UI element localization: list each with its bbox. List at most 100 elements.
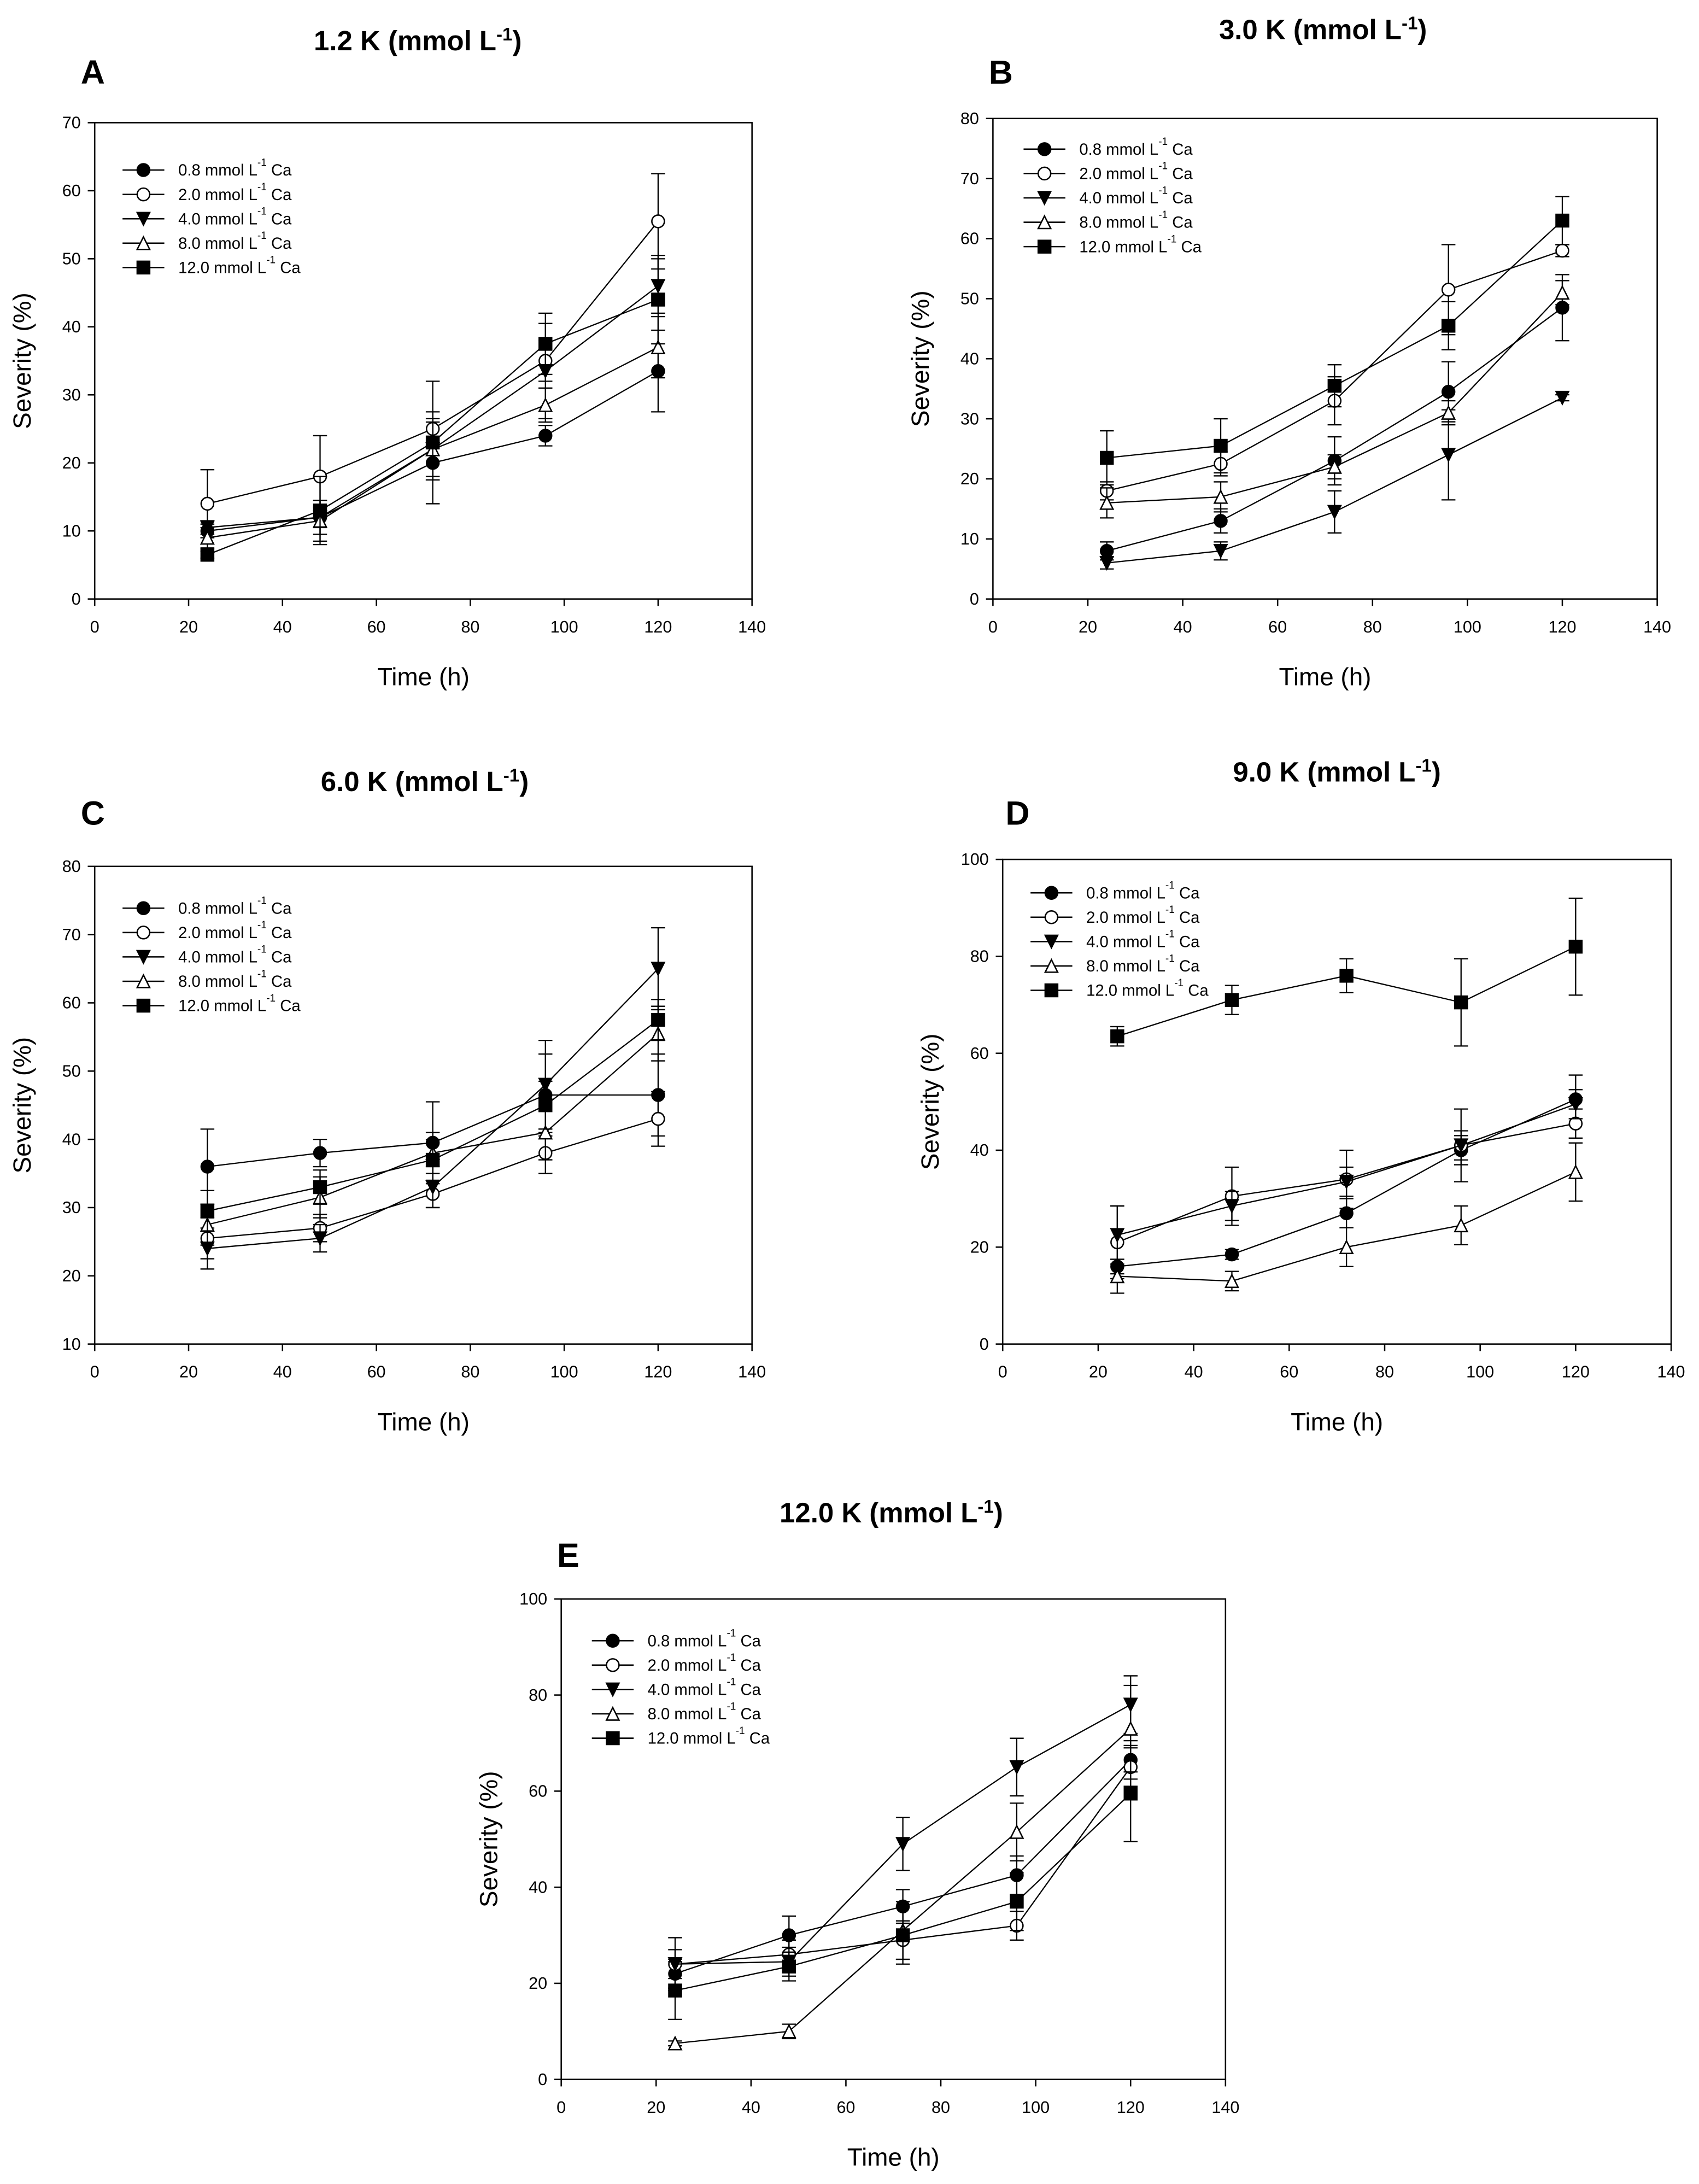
x-tick-label: 40: [273, 1363, 292, 1381]
legend-label-sup: -1: [1165, 880, 1175, 892]
legend-label-text: 8.0 mmol L: [1079, 214, 1158, 232]
series-2: [1110, 1089, 1583, 1265]
data-point: [1339, 1174, 1354, 1190]
data-point: [1555, 243, 1569, 258]
data-point: [668, 1983, 682, 1998]
data-point: [1110, 1029, 1124, 1044]
y-tick-label: 0: [72, 590, 81, 608]
legend-label-text: 0.8 mmol L: [178, 161, 257, 179]
data-point: [1568, 1164, 1583, 1179]
legend-marker: [136, 187, 151, 202]
y-tick-label: 50: [62, 250, 81, 268]
chart-title-text: 1.2 K (mmol L: [314, 25, 496, 56]
y-tick-label: 60: [970, 1044, 989, 1063]
x-tick-label: 100: [550, 1363, 578, 1381]
legend-label-end: Ca: [1175, 957, 1200, 975]
series-4: [200, 254, 665, 562]
chart-title-text: 3.0 K (mmol L: [1219, 14, 1402, 45]
legend-label: 0.8 mmol L-1 Ca: [178, 895, 292, 918]
data-point: [1099, 450, 1114, 465]
data-point: [1099, 544, 1114, 558]
legend-label-text: 2.0 mmol L: [178, 924, 257, 942]
data-point: [1339, 1239, 1354, 1255]
x-axis-label: Time (h): [1279, 663, 1372, 691]
data-point: [1009, 1760, 1024, 1775]
x-tick-label: 20: [1079, 618, 1097, 636]
chart-title: 9.0 K (mmol L-1): [1233, 756, 1440, 788]
x-tick-label: 20: [1089, 1363, 1108, 1381]
legend-label-sup: -1: [1158, 161, 1168, 172]
legend-label: 4.0 mmol L-1 Ca: [648, 1677, 761, 1699]
data-point: [1568, 939, 1583, 954]
legend-label-sup: -1: [257, 895, 267, 907]
x-tick-label: 140: [1211, 2098, 1239, 2117]
plot-frame: [560, 1598, 1227, 2080]
data-point: [1214, 438, 1228, 453]
legend-label-text: 0.8 mmol L: [1079, 140, 1158, 159]
x-axis-label: Time (h): [847, 2143, 940, 2171]
chart-panel-b: 3.0 K (mmol L-1)B0 20 40 60 80 100 120 14001020…: [906, 14, 1671, 691]
legend-label-end: Ca: [1184, 982, 1209, 1000]
data-point: [1454, 995, 1468, 1010]
legend-label-sup: -1: [1158, 136, 1168, 148]
x-tick-label: 80: [461, 618, 479, 636]
data-point: [1110, 1228, 1125, 1243]
data-point: [1099, 495, 1115, 510]
legend-label: 12.0 mmol L-1 Ca: [178, 993, 301, 1015]
data-point: [1224, 1273, 1240, 1289]
data-point: [1454, 1217, 1469, 1233]
legend-label: 12.0 mmol L-1 Ca: [1086, 977, 1209, 1000]
y-axis-label: Severity (%): [906, 290, 934, 427]
legend-marker: [606, 1731, 620, 1746]
legend-label-sup: -1: [1167, 234, 1176, 245]
legend-label: 2.0 mmol L-1 Ca: [648, 1652, 761, 1674]
legend-label-end: Ca: [267, 924, 292, 942]
legend-label-end: Ca: [736, 1656, 761, 1674]
x-tick-label: 120: [644, 618, 672, 636]
legend-label: 0.8 mmol L-1 Ca: [178, 157, 292, 179]
legend-marker: [1044, 983, 1059, 998]
legend-marker: [1044, 934, 1059, 950]
data-point: [1441, 384, 1456, 399]
data-point: [1441, 319, 1456, 333]
data-point: [1568, 1097, 1583, 1113]
legend-label-text: 2.0 mmol L: [648, 1656, 727, 1674]
legend-label-end: Ca: [1168, 214, 1193, 232]
series-2: [1099, 390, 1570, 571]
y-tick-label: 10: [62, 522, 81, 540]
x-tick-label: 60: [367, 1363, 386, 1381]
data-point: [781, 2023, 796, 2039]
legend-label-text: 12.0 mmol L: [648, 1730, 736, 1748]
legend-label: 8.0 mmol L-1 Ca: [178, 968, 292, 991]
legend-label-sup: -1: [1158, 209, 1168, 221]
x-tick-label: 120: [1562, 1363, 1590, 1381]
legend-label-text: 12.0 mmol L: [178, 997, 266, 1015]
chart-title-sup: -1: [496, 25, 512, 45]
y-axis-label: Severity (%): [8, 1037, 36, 1174]
legend-label-end: Ca: [267, 161, 292, 179]
y-tick-label: 10: [960, 530, 979, 548]
legend-marker: [136, 973, 151, 988]
legend-label-sup: -1: [736, 1725, 745, 1737]
legend-label-sup: -1: [257, 230, 267, 242]
x-tick-label: 60: [367, 618, 386, 636]
legend-label-sup: -1: [1158, 185, 1168, 196]
data-point: [313, 1180, 327, 1195]
legend-marker: [136, 926, 151, 940]
legend-marker: [136, 901, 151, 915]
legend-label-end: Ca: [1175, 933, 1200, 951]
legend-label-sup: -1: [257, 944, 267, 956]
chart-title-text: 12.0 K (mmol L: [780, 1497, 977, 1529]
y-tick-label: 70: [62, 114, 81, 132]
legend-label: 2.0 mmol L-1 Ca: [1086, 904, 1200, 927]
x-tick-label: 140: [1657, 1363, 1685, 1381]
x-tick-label: 0: [90, 1363, 99, 1381]
data-point: [425, 1152, 440, 1167]
x-tick-label: 100: [550, 618, 578, 636]
series-4: [1099, 196, 1569, 486]
legend-label-text: 12.0 mmol L: [1086, 982, 1174, 1000]
series-line: [675, 1728, 1132, 2044]
legend-label-sup: -1: [1174, 977, 1184, 989]
legend-label: 2.0 mmol L-1 Ca: [178, 920, 292, 942]
x-tick-label: 80: [931, 2098, 950, 2117]
